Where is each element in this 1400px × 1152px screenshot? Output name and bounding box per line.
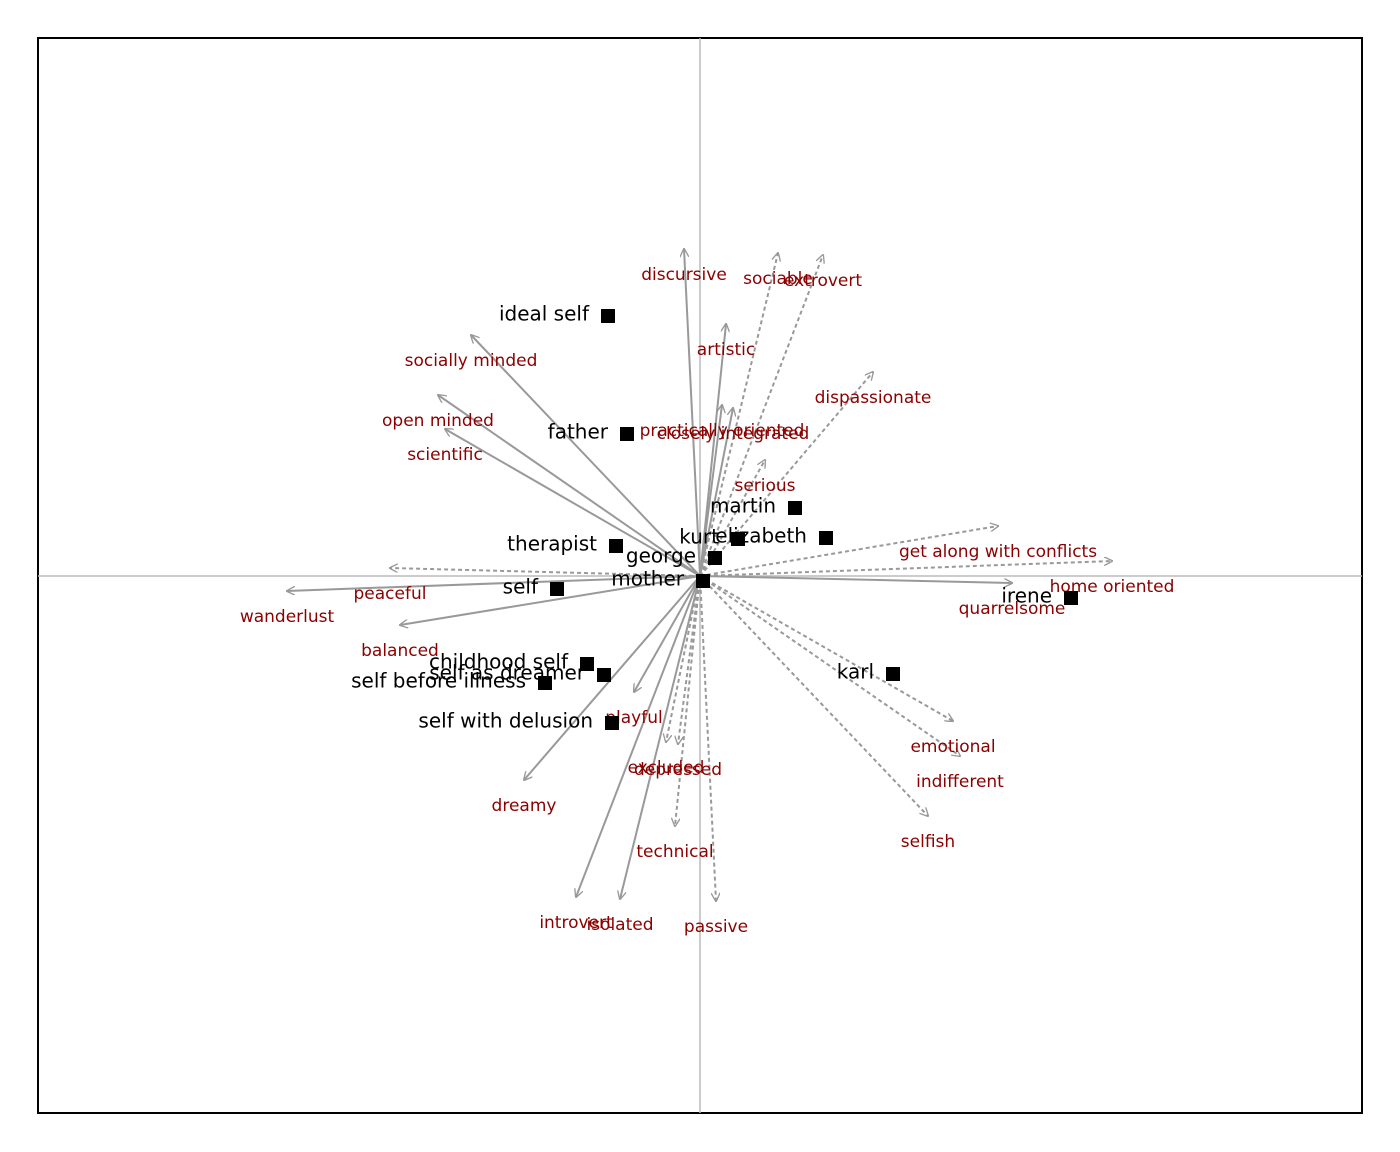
element-point (886, 667, 900, 681)
element-point (597, 668, 611, 682)
construct-arrow (400, 575, 701, 625)
element-label: father (548, 420, 609, 444)
element-label: karl (837, 660, 874, 684)
construct-arrow (287, 575, 701, 591)
element-point (609, 539, 623, 553)
construct-arrow (666, 575, 701, 742)
construct-arrow (634, 575, 701, 692)
construct-label: peaceful (354, 584, 427, 604)
element-label: mother (611, 567, 685, 591)
element-point (580, 657, 594, 671)
construct-label: quarrelsome (959, 599, 1066, 619)
element-label: george (626, 544, 696, 568)
element-point (550, 582, 564, 596)
construct-label: indifferent (916, 772, 1004, 792)
construct-label: dreamy (492, 796, 557, 816)
construct-arrow (699, 575, 928, 816)
construct-label: isolated (586, 915, 653, 935)
construct-label: home oriented (1050, 577, 1175, 597)
element-point (601, 309, 615, 323)
element-point (708, 551, 722, 565)
construct-label: selfish (901, 832, 955, 852)
element-label: ideal self (499, 302, 590, 326)
construct-arrow (699, 408, 733, 577)
element-label: therapist (507, 532, 597, 556)
element-point (605, 716, 619, 730)
element-point (788, 501, 802, 515)
construct-arrow (699, 575, 1012, 583)
element-label: martin (710, 494, 776, 518)
construct-label: sociable (743, 269, 813, 289)
construct-label: closely integrated (657, 424, 810, 444)
construct-label: depressed (634, 760, 722, 780)
construct-label: socially minded (405, 351, 538, 371)
element-label: irene (1001, 584, 1052, 608)
construct-arrow (699, 526, 998, 577)
element-label: kurt (679, 525, 719, 549)
construct-label: playful (605, 708, 662, 728)
construct-arrow (678, 575, 701, 744)
construct-label: excluded (628, 758, 705, 778)
construct-arrow (576, 575, 701, 897)
element-label: self (503, 575, 539, 599)
element-point (696, 574, 710, 588)
construct-label: technical (636, 842, 713, 862)
element-label: self as dreamer (429, 661, 586, 685)
construct-arrow (699, 255, 823, 577)
construct-label: emotional (910, 737, 995, 757)
construct-label: get along with conflicts (899, 542, 1097, 562)
element-point (620, 427, 634, 441)
element-point (731, 532, 745, 546)
construct-label: open minded (382, 411, 494, 431)
construct-arrow (390, 568, 701, 577)
construct-label: balanced (361, 641, 439, 661)
construct-arrow (699, 372, 873, 577)
construct-arrow (699, 405, 722, 577)
construct-label: serious (734, 476, 795, 496)
construct-label: practically oriented (640, 421, 805, 441)
element-label: self before illness (351, 669, 526, 693)
element-point (1064, 591, 1078, 605)
element-label: elizabeth (715, 524, 807, 548)
construct-label: discursive (641, 265, 727, 285)
construct-arrow (699, 253, 778, 577)
construct-arrow (699, 324, 726, 577)
construct-arrow (524, 575, 701, 780)
element-point (538, 676, 552, 690)
construct-arrow (620, 575, 701, 899)
element-label: self with delusion (418, 709, 593, 733)
construct-arrow (438, 395, 701, 577)
construct-label: passive (684, 917, 748, 937)
construct-arrow (684, 249, 701, 577)
construct-label: scientific (407, 445, 483, 465)
construct-arrow (471, 335, 701, 577)
construct-label: artistic (697, 340, 755, 360)
construct-arrow (445, 429, 701, 577)
construct-arrow (699, 575, 960, 756)
construct-arrow (699, 575, 716, 901)
construct-label: wanderlust (240, 607, 335, 627)
element-label: childhood self (429, 650, 569, 674)
construct-arrow (699, 575, 953, 721)
element-point (819, 531, 833, 545)
construct-label: introvert (539, 913, 613, 933)
construct-label: dispassionate (815, 388, 932, 408)
construct-arrow (699, 561, 1112, 577)
construct-label: extrovert (784, 271, 862, 291)
